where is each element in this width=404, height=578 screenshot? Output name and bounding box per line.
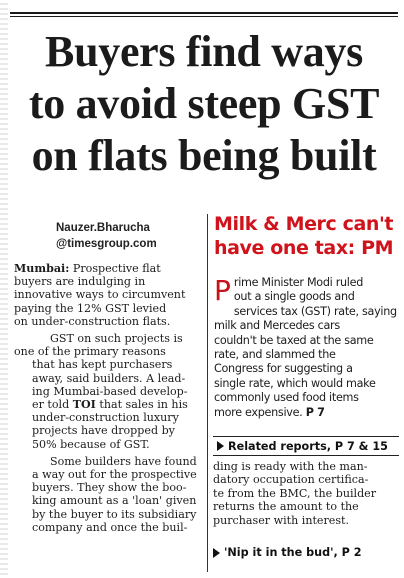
story-paragraph-3: Some builders have found a way out for t…	[14, 455, 204, 534]
continuation-line: purchaser with interest.	[213, 513, 350, 527]
headline-line-2: to avoid steep GST	[28, 79, 380, 128]
story-line: Mumbai: Prospective flat	[14, 262, 204, 275]
torn-edge	[0, 0, 8, 578]
story-body: Mumbai: Prospective flat buyers are indu…	[14, 262, 204, 538]
story-line: one of the primary reasons	[14, 345, 166, 359]
brief-line: milk and Mercedes cars	[214, 319, 340, 333]
story-line: innovative ways to circumvent	[14, 288, 186, 302]
top-rule-thin	[10, 16, 398, 17]
play-arrow-icon	[213, 547, 220, 558]
story-line: on under-construction flats.	[14, 314, 171, 328]
brief-line: Congress for suggesting a	[214, 362, 353, 376]
brief-text: more expensive.	[214, 405, 303, 419]
brief-line: commonly used food items	[214, 391, 359, 405]
byline: Nauzer.Bharucha @timesgroup.com	[56, 220, 157, 252]
toi-mention: TOI	[72, 398, 96, 412]
brief-line: rime Minister Modi ruled	[233, 276, 363, 289]
brief-line: rate, and slammed the	[214, 348, 336, 362]
story-line: paying the 12% GST levied	[14, 301, 167, 315]
brief-line: single rate, which would make	[214, 376, 376, 390]
story-line: by the buyer to its subsidiary	[32, 507, 197, 521]
play-arrow-icon	[217, 441, 224, 451]
story-line: company and once the buil-	[32, 520, 188, 534]
story-line: buyers are indulging in	[14, 275, 146, 289]
story-line: 50% because of GST.	[32, 437, 150, 451]
story-text: that sales in his	[99, 398, 188, 412]
brief-line: out a single goods and	[233, 290, 355, 304]
story-line: a way out for the prospective	[32, 468, 197, 482]
story-line: buyers. They show the boo-	[32, 481, 187, 495]
dateline: Mumbai:	[14, 262, 70, 275]
story-line: Some builders have found	[50, 454, 197, 468]
story-line: er told TOI that sales in his	[14, 398, 204, 411]
brief-line: couldn't be taxed at the same	[214, 333, 374, 347]
sidebar-headline: Milk & Merc can't have one tax: PM	[214, 212, 398, 260]
jump-link[interactable]: 'Nip it in the bud', P 2	[213, 546, 362, 559]
story-line: under-construction luxury	[32, 411, 179, 425]
brief-line: services tax (GST) rate, saying	[233, 304, 397, 318]
story-paragraph-2: GST on such projects is one of the prima…	[14, 332, 204, 451]
continuation-line: ding is ready with the man-	[213, 460, 368, 473]
headline-line-3: on flats being built	[31, 131, 377, 180]
story-line: projects have dropped by	[32, 424, 175, 438]
story-line: GST on such projects is	[50, 332, 183, 346]
story-text: Prospective flat	[72, 262, 161, 275]
story-line: king amount as a 'loan' given	[32, 494, 197, 508]
story-line: ing Mumbai-based develop-	[32, 384, 188, 398]
story-paragraph-1: Mumbai: Prospective flat buyers are indu…	[14, 262, 204, 328]
headline-line-1: Buyers find ways	[45, 27, 363, 76]
sidebar-headline-line-2: have one tax: PM	[214, 237, 394, 259]
headline: Buyers find ways to avoid steep GST on f…	[10, 26, 398, 182]
related-reports-label: Related reports, P 7 & 15	[228, 439, 388, 453]
related-reports-bar[interactable]: Related reports, P 7 & 15	[213, 436, 399, 456]
continuation-line: returns the amount to the	[213, 500, 359, 514]
story-line: that has kept purchasers	[32, 358, 173, 372]
byline-author: Nauzer.Bharucha	[56, 222, 150, 234]
column-divider	[207, 214, 208, 572]
story-text: er told	[32, 398, 70, 412]
page-reference: P 7	[305, 405, 325, 419]
continuation-line: te from the BMC, the builder	[213, 486, 377, 500]
story-continuation: ding is ready with the man- datory occup…	[213, 460, 401, 527]
sidebar-brief: P rime Minister Modi ruled out a single …	[214, 276, 398, 420]
story-line: away, said builders. A lead-	[32, 371, 186, 385]
byline-email: @timesgroup.com	[56, 238, 157, 250]
jump-link-label: 'Nip it in the bud', P 2	[224, 546, 362, 559]
drop-cap: P	[214, 274, 231, 307]
continuation-line: datory occupation certifica-	[213, 473, 369, 487]
top-rule	[10, 12, 398, 14]
brief-line: more expensive. P 7	[214, 406, 398, 420]
sidebar-headline-line-1: Milk & Merc can't	[214, 213, 394, 235]
